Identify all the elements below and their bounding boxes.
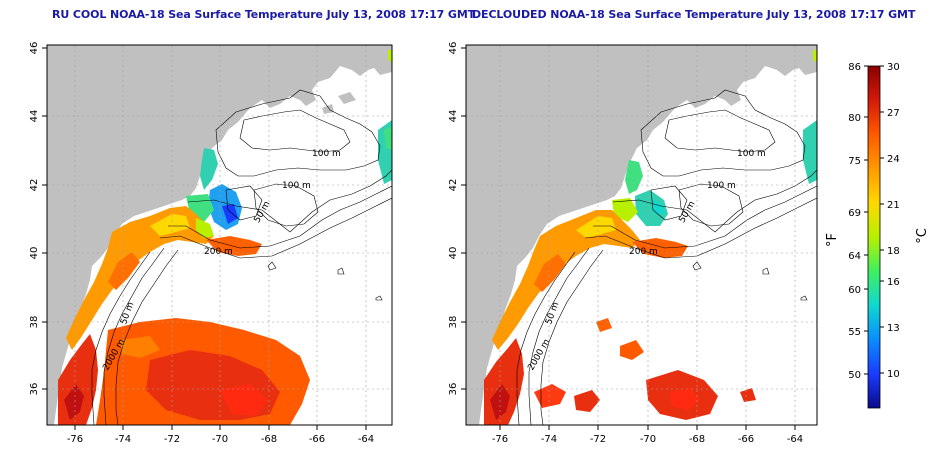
- colorbar-c-label: °C: [915, 228, 930, 244]
- colorbar-f-tick: 50: [848, 370, 861, 381]
- x-tick-label: -68: [689, 434, 705, 445]
- colorbar-c-tick: 10: [887, 369, 900, 380]
- contour-label: 100 m: [737, 149, 766, 159]
- contour-label: 100 m: [707, 181, 736, 191]
- y-tick-label: 42: [29, 179, 40, 192]
- panel-title-left: RU COOL NOAA-18 Sea Surface Temperature …: [52, 8, 476, 21]
- land-mass: [466, 45, 817, 425]
- x-tick-label: -66: [309, 434, 325, 445]
- grid-right: [466, 45, 817, 425]
- colorbar-f-tick: 69: [848, 208, 861, 219]
- sst-gulf-maine: [200, 148, 218, 190]
- map-panel-left: 100 m 100 m 50 m 200 m 50 m 2000 m -76 -7…: [29, 42, 393, 445]
- colorbar-c-tick: 18: [887, 246, 900, 257]
- colorbar-c-tick: 27: [887, 108, 900, 119]
- y-tick-label: 42: [448, 179, 459, 192]
- y-tick-label: 44: [29, 110, 40, 123]
- x-tick-label: -68: [261, 434, 277, 445]
- x-tick-label: -64: [358, 434, 374, 445]
- x-tick-label: -76: [67, 434, 83, 445]
- x-tick-label: -64: [787, 434, 803, 445]
- colorbar-c-tick: 21: [887, 200, 900, 211]
- y-tick-label: 46: [448, 42, 459, 55]
- y-tick-label: 40: [29, 247, 40, 260]
- colorbar-c-tick: 30: [887, 62, 900, 73]
- x-tick-label: -74: [541, 434, 557, 445]
- y-tick-label: 44: [448, 110, 459, 123]
- colorbar-c-tick: 16: [887, 277, 900, 288]
- x-tick-label: -70: [212, 434, 228, 445]
- panel-title-right: DECLOUDED NOAA-18 Sea Surface Temperatur…: [472, 8, 916, 21]
- y-tick-label: 46: [29, 42, 40, 55]
- axis-ticks-right: -76 -74 -72 -70 -68 -66 -64 36 38 40 42 44 46: [448, 42, 803, 445]
- land-mass: [47, 45, 392, 425]
- x-tick-label: -72: [590, 434, 606, 445]
- y-tick-label: 38: [448, 316, 459, 329]
- x-tick-label: -66: [738, 434, 754, 445]
- colorbar-c-tick: 13: [887, 323, 900, 334]
- colorbar-scale: [867, 65, 881, 409]
- colorbar-f-label: °F: [825, 233, 840, 247]
- contour-label: 200 m: [629, 247, 658, 257]
- x-tick-label: -70: [640, 434, 656, 445]
- colorbar-f-tick: 64: [848, 251, 861, 262]
- x-tick-label: -74: [115, 434, 131, 445]
- grid-left: [47, 45, 392, 425]
- y-tick-label: 38: [29, 316, 40, 329]
- y-tick-label: 36: [448, 383, 459, 396]
- colorbar-f-tick: 55: [848, 327, 861, 338]
- colorbar-f-tick: 80: [848, 113, 861, 124]
- contour-label: 100 m: [282, 181, 311, 191]
- colorbar-f-tick: 86: [848, 62, 861, 73]
- colorbar-c-tick: 24: [887, 154, 900, 165]
- colorbar-f-tick: 60: [848, 285, 861, 296]
- x-tick-label: -72: [164, 434, 180, 445]
- map-panel-right: 100 m 100 m 50 m 200 m 50 m 2000 m -76 -7…: [448, 42, 818, 445]
- contour-label: 100 m: [312, 149, 341, 159]
- y-tick-label: 36: [29, 383, 40, 396]
- colorbar-f-tick: 75: [848, 156, 861, 167]
- axis-ticks-left: -76 -74 -72 -70 -68 -66 -64 36 38 40 42 44 46: [29, 42, 374, 445]
- y-tick-label: 40: [448, 247, 459, 260]
- x-tick-label: -76: [492, 434, 508, 445]
- colorbar: 86 80 75 69 64 60 55 50 30 27 24 21 18 16 13 10 °F °C: [825, 62, 930, 409]
- contour-label: 200 m: [204, 247, 233, 257]
